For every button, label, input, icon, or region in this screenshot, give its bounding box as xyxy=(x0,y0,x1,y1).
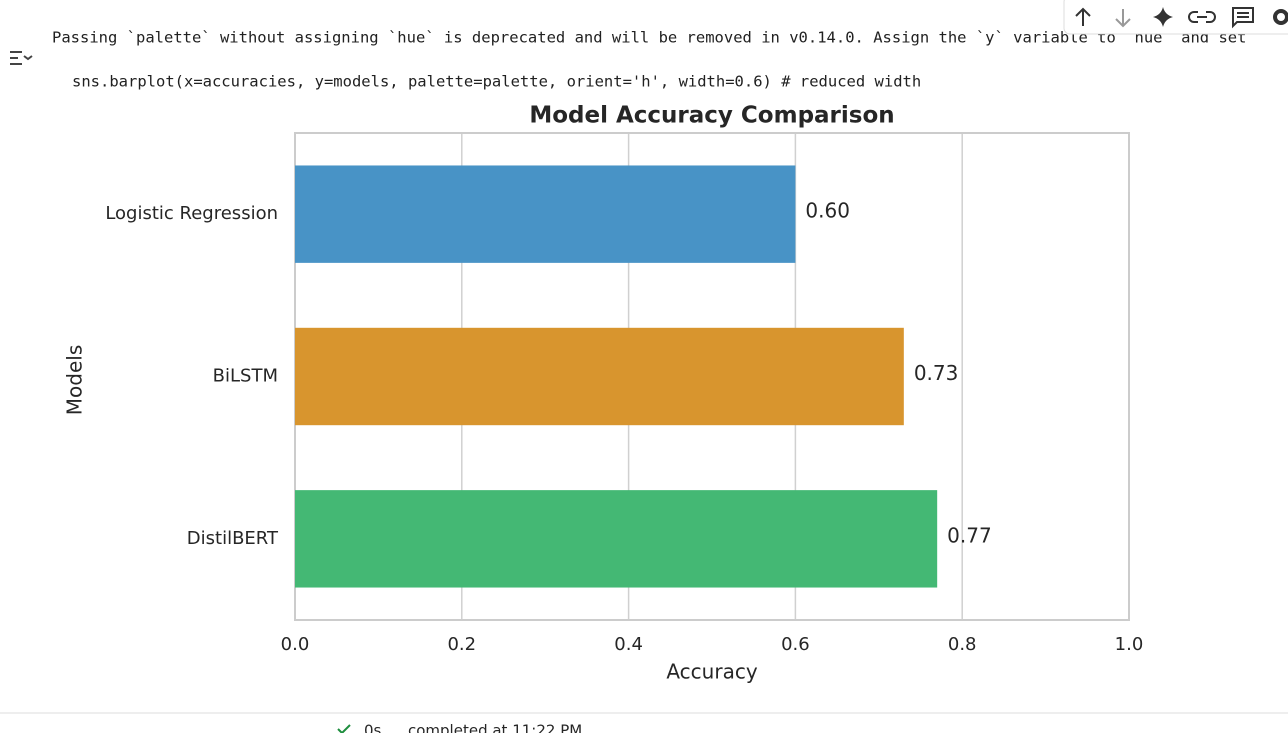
move-up[interactable] xyxy=(1075,7,1091,26)
ai-button[interactable] xyxy=(1153,7,1173,27)
output-toggle[interactable] xyxy=(10,51,33,65)
x-tick-label: 0.6 xyxy=(781,634,810,655)
y-axis-label: Models xyxy=(63,345,87,415)
link-button[interactable] xyxy=(1188,11,1216,23)
x-tick-label: 0.4 xyxy=(614,634,643,655)
x-tick-label: 1.0 xyxy=(1115,634,1144,655)
bar xyxy=(295,165,796,263)
warning-text: Passing `palette` without assigning `hue… xyxy=(52,29,1246,47)
comment-button[interactable] xyxy=(1232,7,1254,29)
bar xyxy=(295,490,938,588)
y-tick-label: BiLSTM xyxy=(213,366,278,387)
chart-title: Model Accuracy Comparison xyxy=(529,103,894,129)
settings-button[interactable] xyxy=(1273,9,1288,25)
x-tick-label: 0.2 xyxy=(447,634,476,655)
toggle-icon[interactable] xyxy=(10,51,33,65)
toolbar-bg xyxy=(1063,0,1288,35)
value-label: 0.73 xyxy=(914,361,959,385)
value-label: 0.60 xyxy=(805,199,850,223)
bar xyxy=(295,327,904,426)
code-text: sns.barplot(x=accuracies, y=models, pale… xyxy=(72,73,921,91)
y-tick-label: Logistic Regression xyxy=(105,203,278,224)
y-tick-label: DistilBERT xyxy=(187,528,279,549)
x-tick-label: 0.0 xyxy=(281,634,310,655)
value-label: 0.77 xyxy=(947,523,992,547)
cell-toolbar xyxy=(1063,0,1288,35)
status-completed: completed at 11:22 PM xyxy=(408,722,582,733)
x-axis-label: Accuracy xyxy=(666,660,757,684)
move-down[interactable] xyxy=(1115,9,1131,28)
x-tick-label: 0.8 xyxy=(948,634,977,655)
chart: Model Accuracy Comparison Accuracy Model… xyxy=(63,103,1144,684)
status-duration: 0s xyxy=(364,722,382,733)
success-icon xyxy=(337,724,351,733)
